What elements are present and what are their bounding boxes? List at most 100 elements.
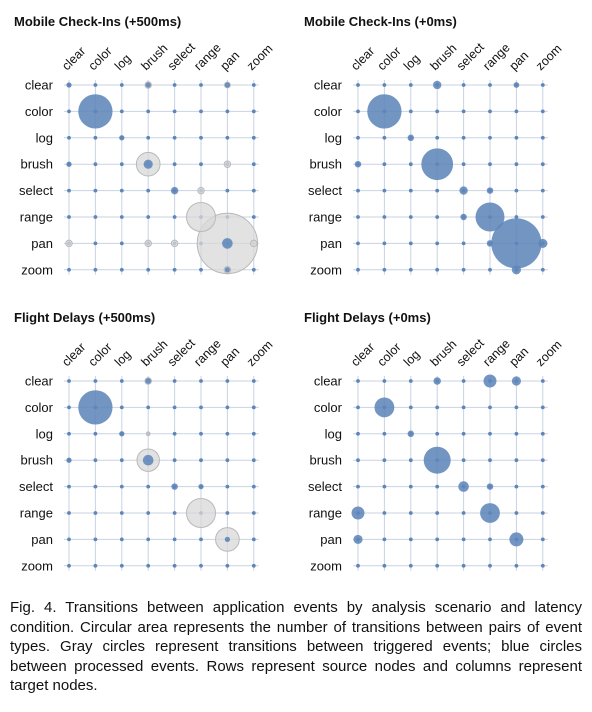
- grid-dot: [382, 267, 387, 272]
- grid-dot: [172, 563, 177, 568]
- grid-dot: [514, 109, 519, 114]
- grid-dot: [461, 83, 466, 87]
- grid-dot: [488, 405, 492, 410]
- grid-dot: [356, 563, 360, 568]
- processed-circle-zoom-pan: [224, 267, 230, 273]
- row-label-zoom: zoom: [21, 262, 53, 277]
- processed-circle-select-select: [459, 186, 468, 195]
- row-label-color: color: [314, 104, 343, 119]
- triggered-circle-pan-brush: [144, 239, 152, 248]
- grid-dot: [514, 563, 519, 568]
- col-label-color: color: [375, 44, 404, 73]
- col-label-range: range: [191, 41, 224, 74]
- grid-dot: [382, 537, 387, 542]
- panel-2: Mobile Check-Ins (+0ms)clearcolorlogbrus…: [304, 14, 565, 277]
- grid-dot: [251, 431, 256, 436]
- grid-dot: [67, 563, 71, 568]
- grid-dot: [172, 537, 177, 542]
- processed-circle-zoom-pan: [511, 265, 521, 275]
- grid-dot: [146, 484, 151, 489]
- row-label-pan: pan: [31, 532, 53, 547]
- col-label-clear: clear: [348, 44, 377, 73]
- col-label-log: log: [401, 51, 423, 73]
- grid-dot: [382, 458, 387, 463]
- grid-dot: [67, 379, 71, 383]
- grid-dot: [67, 537, 71, 542]
- grid-dot: [199, 563, 203, 568]
- grid-dot: [251, 215, 256, 219]
- grid-dot: [356, 83, 360, 87]
- triggered-circle-range-range: [186, 498, 216, 528]
- grid-dot: [488, 563, 492, 568]
- grid-dot: [119, 241, 124, 246]
- panel-title: Flight Delays (+0ms): [304, 310, 431, 325]
- grid-dot: [408, 511, 413, 515]
- panel-title: Mobile Check-Ins (+0ms): [304, 14, 457, 29]
- grid-dot: [93, 83, 98, 87]
- grid-dot: [119, 379, 124, 383]
- grid-dot: [225, 405, 230, 410]
- grid-dot: [461, 511, 466, 515]
- row-label-select: select: [19, 479, 53, 494]
- grid-dot: [119, 109, 124, 114]
- grid-dot: [540, 379, 545, 383]
- processed-circle-brush-brush: [143, 159, 153, 169]
- grid-dot: [382, 484, 387, 489]
- processed-circle-pan-range: [486, 240, 494, 247]
- grid-dot: [461, 241, 466, 246]
- grid-dot: [119, 188, 124, 193]
- grid-dot: [172, 511, 177, 515]
- processed-circle-color-color: [367, 94, 402, 129]
- grid-dot: [119, 563, 124, 568]
- triggered-circle-pan-zoom: [250, 239, 258, 248]
- triggered-circle-brush-pan: [223, 160, 232, 168]
- grid-dot: [172, 135, 177, 140]
- grid-dot: [119, 484, 124, 489]
- col-label-select: select: [454, 336, 487, 369]
- col-label-log: log: [401, 347, 423, 369]
- row-label-log: log: [36, 426, 53, 441]
- panel-1: Mobile Check-Ins (+500ms)clearcolorlogbr…: [14, 14, 276, 277]
- row-label-brush: brush: [20, 453, 53, 468]
- grid-dot: [408, 484, 413, 489]
- processed-circle-log-log: [119, 135, 125, 141]
- grid-dot: [540, 484, 545, 489]
- grid-dot: [435, 109, 440, 114]
- grid-dot: [514, 484, 519, 489]
- col-label-clear: clear: [348, 340, 377, 369]
- grid-dot: [540, 267, 545, 272]
- grid-dot: [408, 379, 413, 383]
- grid-dot: [251, 484, 256, 489]
- grid-dot: [93, 563, 98, 568]
- grid-dot: [540, 405, 545, 410]
- grid-dot: [356, 188, 360, 193]
- grid-dot: [93, 484, 98, 489]
- grid-dot: [540, 162, 545, 167]
- grid-dot: [382, 241, 387, 246]
- grid-dot: [408, 109, 413, 114]
- grid-dot: [93, 241, 98, 246]
- grid-dot: [408, 83, 413, 87]
- grid-dot: [225, 458, 230, 463]
- row-label-zoom: zoom: [310, 262, 342, 277]
- col-label-brush: brush: [427, 41, 459, 73]
- grid-dot: [251, 458, 256, 463]
- row-label-range: range: [20, 506, 53, 521]
- col-label-zoom: zoom: [244, 338, 276, 370]
- grid-dot: [408, 162, 413, 167]
- grid-dot: [435, 267, 440, 272]
- grid-dot: [540, 83, 545, 87]
- triggered-circle-log-brush: [145, 431, 151, 437]
- grid-dot: [514, 188, 519, 193]
- row-label-clear: clear: [314, 78, 343, 93]
- grid-dot: [199, 431, 203, 436]
- grid-dot: [93, 215, 98, 219]
- col-label-zoom: zoom: [533, 42, 565, 74]
- grid-dot: [382, 135, 387, 140]
- col-label-zoom: zoom: [533, 338, 565, 370]
- grid-dot: [199, 135, 203, 140]
- processed-circle-brush-brush: [423, 446, 451, 474]
- grid-dot: [225, 109, 230, 114]
- grid-dot: [435, 135, 440, 140]
- grid-dot: [488, 83, 492, 87]
